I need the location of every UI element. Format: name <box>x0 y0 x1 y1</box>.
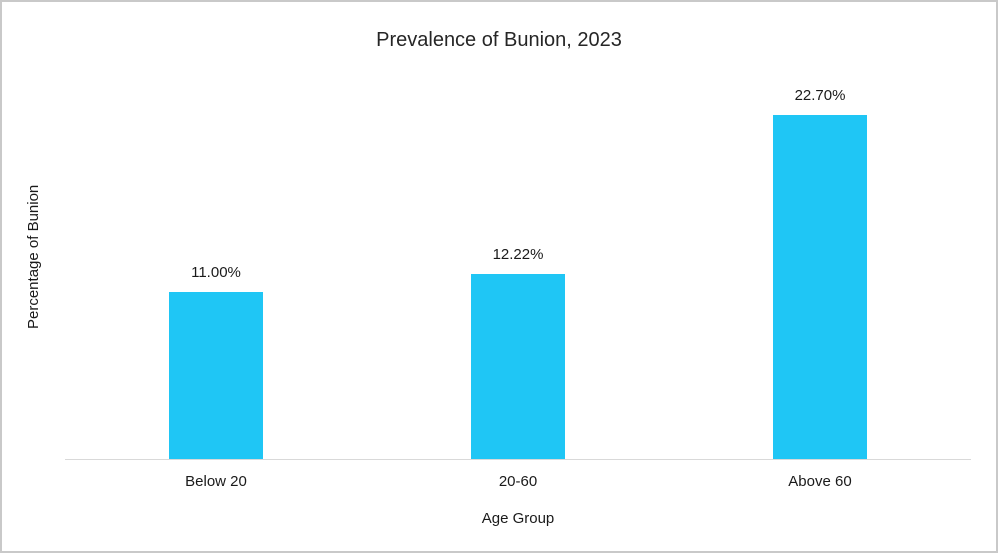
x-category-label: Above 60 <box>788 473 852 490</box>
bar-value-label: 22.70% <box>794 87 846 104</box>
bar <box>471 274 565 459</box>
chart-main: 11.00% 12.22% 22.70% Below 20 20-60 Above 60… <box>65 54 971 527</box>
plot-area: 11.00% 12.22% 22.70% <box>65 54 971 460</box>
x-category-label: Below 20 <box>185 473 247 490</box>
bar-group: 12.22% <box>367 246 669 459</box>
bar-group: 22.70% <box>669 87 971 459</box>
chart-title: Prevalence of Bunion, 2023 <box>376 29 622 51</box>
x-categories: Below 20 20-60 Above 60 <box>65 460 971 490</box>
bar-value-label: 12.22% <box>492 246 544 263</box>
bar-value-label: 11.00% <box>191 264 241 281</box>
bar <box>169 292 263 459</box>
bar-group: 11.00% <box>65 264 367 459</box>
bar <box>773 115 867 459</box>
chart-body: Percentage of Bunion 11.00% 12.22% 22.70% … <box>2 54 996 527</box>
x-category-label: 20-60 <box>498 473 538 490</box>
x-axis-title: Age Group <box>481 510 555 527</box>
y-axis-title: Percentage of Bunion <box>25 184 42 330</box>
